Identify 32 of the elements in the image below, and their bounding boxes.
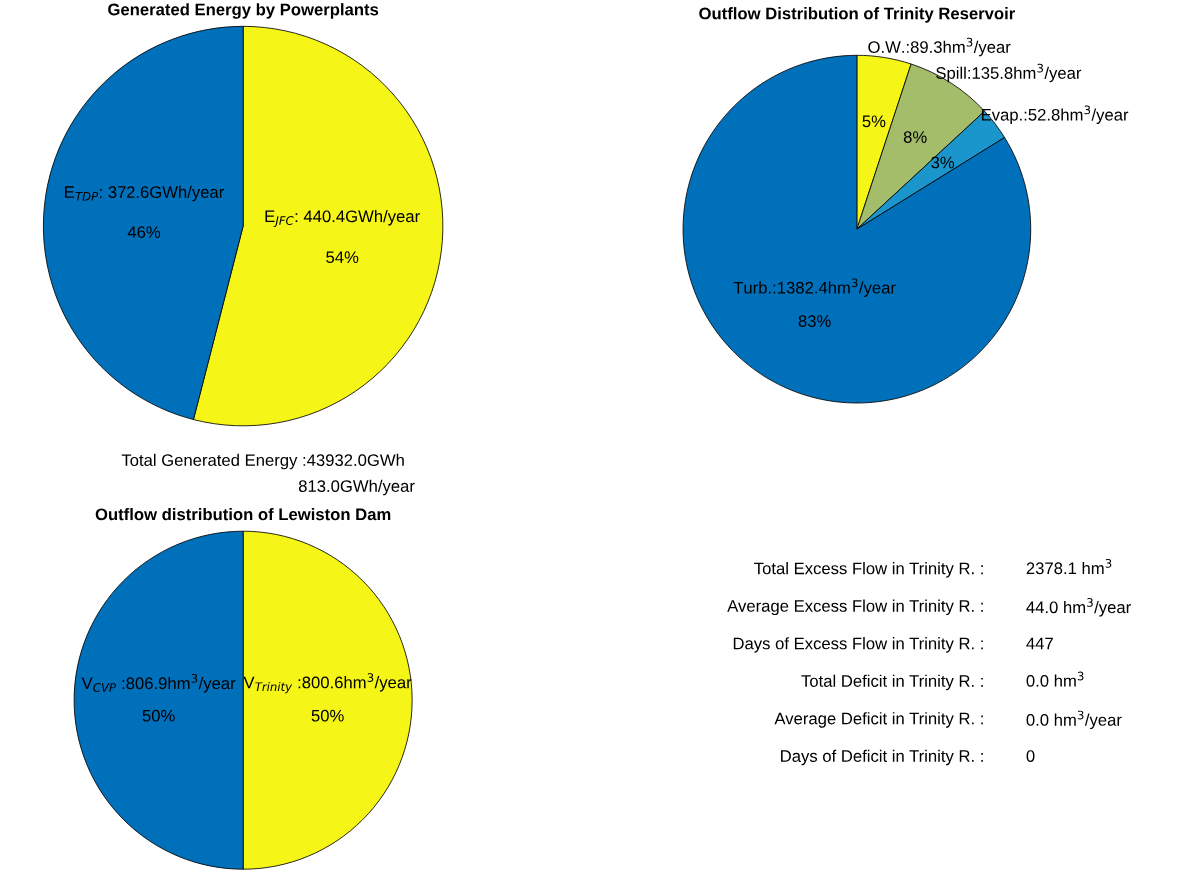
text: 0.0 hm$^{3}$/year: [1026, 710, 1122, 730]
text: Total Generated Energy :43932.0GWh: [121, 453, 404, 470]
text: 813.0GWh/year: [298, 479, 415, 496]
data-label: 50%: [142, 709, 175, 722]
slice-label: E$_{TDP}$: 372.6GWh/year: [65, 185, 225, 202]
data-label: 5%: [862, 115, 886, 128]
chart-title: Outflow Distribution of Trinity Reservoir: [699, 7, 1015, 23]
text: 0.0 hm$^{3}$: [1026, 671, 1084, 687]
slice-label: Spill:135.8hm$^{3}$/year: [936, 63, 1082, 83]
text: Total Excess Flow in Trinity R. :: [754, 562, 983, 578]
slice-label: Turb.:1382.4hm$^{3}$/year: [733, 278, 896, 297]
data-label: 54%: [326, 251, 359, 264]
text: 447: [1026, 637, 1053, 650]
chart-title: Generated Energy by Powerplants: [108, 3, 379, 19]
data-label: 83%: [798, 315, 831, 327]
text: Days of Deficit in Trinity R. :: [781, 749, 983, 766]
text: 0: [1026, 750, 1035, 762]
slice-label: O.W.:89.3hm$^{3}$/year: [868, 37, 1011, 57]
text: Total Deficit in Trinity R. :: [801, 674, 983, 691]
slice-label: E$_{JFC}$: 440.4GWh/year: [265, 209, 420, 228]
slice-label: V$_{Trinity}$ :800.6hm$^{3}$/year: [243, 673, 412, 694]
data-label: 50%: [311, 709, 344, 722]
text: 2378.1 hm$^{3}$: [1026, 558, 1112, 575]
data-label: 3%: [931, 156, 955, 169]
data-label: 8%: [903, 131, 927, 143]
text: Days of Excess Flow in Trinity R. :: [733, 637, 983, 653]
text: Average Deficit in Trinity R. :: [774, 712, 983, 728]
data-label: 46%: [127, 226, 161, 239]
text: 44.0 hm$^{3}$/year: [1026, 598, 1131, 617]
chart-title: Outflow distribution of Lewiston Dam: [95, 508, 391, 521]
text: Average Excess Flow in Trinity R. :: [727, 599, 983, 616]
slice-label: V$_{CVP}$ :806.9hm$^{3}$/year: [81, 673, 236, 693]
